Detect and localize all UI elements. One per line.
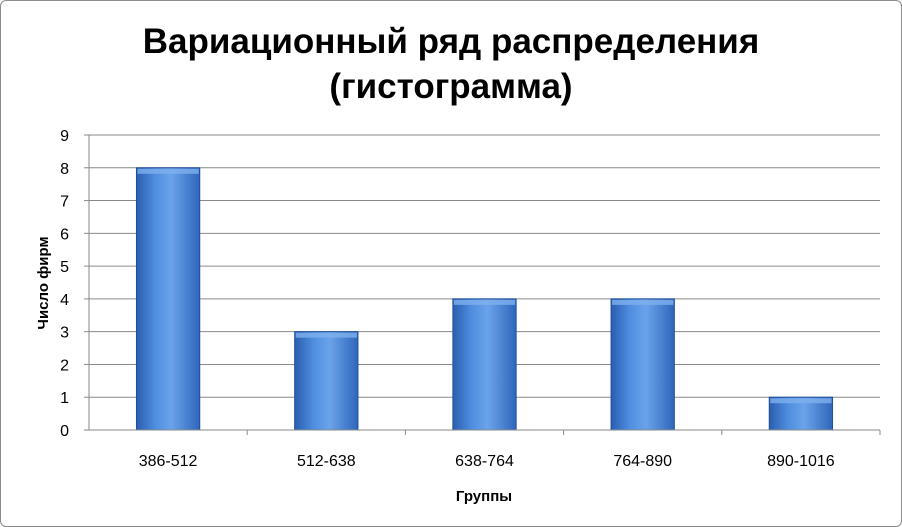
bar-top-highlight — [612, 299, 674, 305]
bar-body — [452, 298, 517, 431]
y-tick-label: 0 — [60, 423, 69, 440]
y-tick-label: 2 — [60, 357, 69, 374]
chart-title-line-2: (гистограмма) — [329, 67, 573, 106]
bar-638-764 — [452, 298, 517, 431]
bar-body — [610, 298, 675, 431]
y-tick-label: 1 — [60, 390, 69, 407]
bar-764-890 — [610, 298, 675, 431]
chart-title-line-1: Вариационный ряд распределения — [142, 22, 760, 61]
y-tick-label: 8 — [60, 161, 69, 178]
bar-890-1016 — [768, 396, 834, 431]
x-tick-label: 386-512 — [139, 453, 198, 470]
chart-title: Вариационный ряд распределения (гистогра… — [1, 19, 901, 109]
bar-top-highlight — [137, 168, 199, 174]
x-tick-label: 764-890 — [613, 453, 672, 470]
y-tick-label: 3 — [60, 325, 69, 342]
x-tick-label: 890-1016 — [767, 453, 835, 470]
bar-body — [135, 167, 201, 431]
y-tick-label: 4 — [60, 292, 69, 309]
y-tick-label: 5 — [60, 259, 69, 276]
bars — [135, 167, 834, 431]
x-axis-label: Группы — [456, 488, 512, 505]
y-tick-label: 7 — [60, 194, 69, 211]
bar-512-638 — [294, 331, 359, 431]
bar-top-highlight — [295, 332, 357, 338]
x-tick-label: 638-764 — [455, 453, 514, 470]
axes: 0 1 2 3 4 5 6 7 8 9 386-512 512-638 638-764 764-890 89… — [60, 128, 881, 470]
y-tick-label: 9 — [60, 128, 69, 145]
bar-body — [294, 331, 359, 431]
y-tick-label: 6 — [60, 226, 69, 243]
bar-top-highlight — [453, 299, 516, 305]
bar-top-highlight — [770, 398, 832, 404]
x-tick-label: 512-638 — [297, 453, 356, 470]
y-axis-label: Число фирм — [35, 236, 52, 329]
bar-386-512 — [135, 167, 201, 431]
